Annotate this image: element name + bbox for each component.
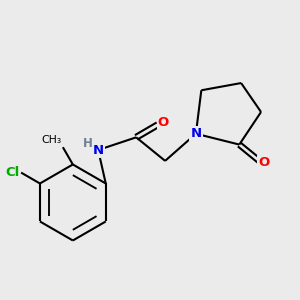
Text: Cl: Cl [5, 166, 19, 179]
Text: H: H [83, 137, 93, 150]
Text: N: N [93, 143, 104, 157]
Text: N: N [190, 127, 202, 140]
Text: CH₃: CH₃ [41, 135, 61, 145]
Text: O: O [258, 156, 269, 169]
Text: O: O [158, 116, 169, 129]
